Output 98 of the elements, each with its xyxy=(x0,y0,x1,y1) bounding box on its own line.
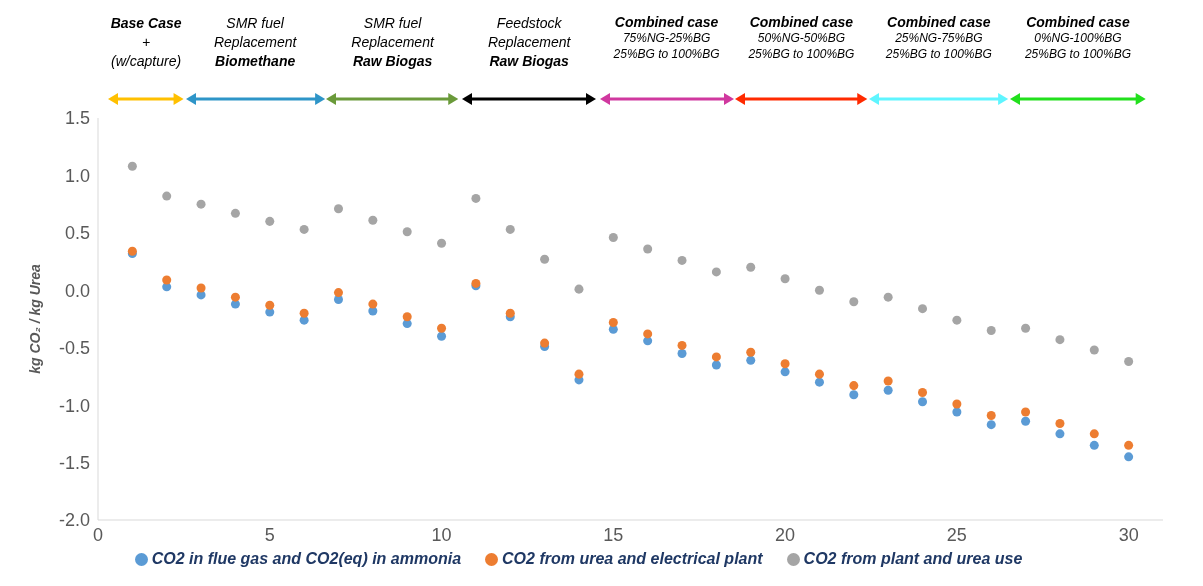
legend-label: CO2 from plant and urea use xyxy=(803,550,1023,567)
point xyxy=(1021,407,1031,417)
point xyxy=(677,340,687,350)
point xyxy=(952,407,962,417)
point xyxy=(849,381,859,391)
point xyxy=(814,377,824,387)
point xyxy=(952,315,962,325)
point xyxy=(540,254,550,264)
text: SMR fuel Replacement Raw Biogas xyxy=(350,14,436,71)
point xyxy=(368,215,378,225)
point xyxy=(230,292,240,302)
y-tick-label: -1.0 xyxy=(58,395,90,416)
point xyxy=(265,216,275,226)
point xyxy=(1021,416,1031,426)
point xyxy=(780,367,790,377)
point xyxy=(505,224,515,234)
point xyxy=(643,244,653,254)
point xyxy=(1055,419,1065,429)
point xyxy=(746,355,756,365)
y-tick-label: -0.5 xyxy=(58,338,90,359)
point xyxy=(1089,345,1099,355)
point xyxy=(780,274,790,284)
point xyxy=(1124,440,1134,450)
point xyxy=(437,331,447,341)
point xyxy=(162,191,172,201)
point xyxy=(608,232,618,242)
point xyxy=(1021,323,1031,333)
point xyxy=(746,262,756,272)
point xyxy=(230,208,240,218)
point xyxy=(162,275,172,285)
point xyxy=(1124,356,1134,366)
x-tick-label: 5 xyxy=(264,524,275,545)
point xyxy=(1124,452,1134,462)
point xyxy=(437,238,447,248)
point xyxy=(333,204,343,214)
point xyxy=(196,283,206,293)
point xyxy=(196,199,206,209)
x-tick-label: 25 xyxy=(946,524,967,545)
legend-label: CO2 from urea and electrical plant xyxy=(502,550,763,567)
point xyxy=(333,288,343,298)
point xyxy=(299,224,309,234)
point xyxy=(986,410,996,420)
point xyxy=(986,420,996,430)
point xyxy=(918,388,928,398)
text: Combined case 50%NG-50%BG 25%BG to 100%BG xyxy=(747,14,856,62)
point xyxy=(402,312,412,322)
point xyxy=(711,360,721,370)
point xyxy=(780,359,790,369)
point xyxy=(505,308,515,318)
point xyxy=(608,317,618,327)
point xyxy=(918,304,928,314)
text: Combined case 25%NG-75%BG 25%BG to 100%BG xyxy=(884,14,993,62)
point xyxy=(746,347,756,357)
x-tick-label: 15 xyxy=(603,524,624,545)
y-axis-title: kg CO₂ / kg Urea xyxy=(27,263,43,374)
point xyxy=(299,308,309,318)
x-tick-label: 20 xyxy=(775,524,796,545)
point xyxy=(711,267,721,277)
point xyxy=(402,227,412,237)
point xyxy=(883,376,893,386)
point xyxy=(814,285,824,295)
point xyxy=(643,329,653,339)
point xyxy=(540,338,550,348)
point xyxy=(368,299,378,309)
point xyxy=(986,325,996,335)
point xyxy=(574,284,584,294)
x-tick-label: 0 xyxy=(92,524,104,545)
point xyxy=(1089,429,1099,439)
legend-label: CO2 in flue gas and CO2(eq) in ammonia xyxy=(151,550,462,567)
point xyxy=(883,292,893,302)
y-tick-label: 0.0 xyxy=(64,280,90,301)
point xyxy=(574,369,584,379)
text: Combined case 0%NG-100%BG 25%BG to 100%BG xyxy=(1023,14,1132,62)
point xyxy=(918,397,928,407)
point xyxy=(849,390,859,400)
y-tick-label: -1.5 xyxy=(58,452,90,473)
x-tick-label: 10 xyxy=(431,524,452,545)
point xyxy=(1089,440,1099,450)
point xyxy=(471,193,481,203)
point xyxy=(677,255,687,265)
point xyxy=(437,323,447,333)
point xyxy=(849,297,859,307)
point xyxy=(883,385,893,395)
point xyxy=(814,369,824,379)
text: Base Case + (w/capture) xyxy=(109,14,183,71)
x-tick-label: 30 xyxy=(1118,524,1139,545)
y-tick-label: 0.5 xyxy=(64,223,90,244)
text: Combined case 75%NG-25%BG 25%BG to 100%BG xyxy=(612,14,721,62)
point xyxy=(265,300,275,310)
point xyxy=(127,161,137,171)
point xyxy=(1055,335,1065,345)
point xyxy=(1055,429,1065,439)
y-tick-label: 1.5 xyxy=(64,108,90,129)
point xyxy=(952,399,962,409)
point xyxy=(711,352,721,362)
y-tick-label: 1.0 xyxy=(64,165,90,186)
text: Feedstock Replacement Raw Biogas xyxy=(486,14,572,71)
y-tick-label: -2.0 xyxy=(58,510,90,531)
